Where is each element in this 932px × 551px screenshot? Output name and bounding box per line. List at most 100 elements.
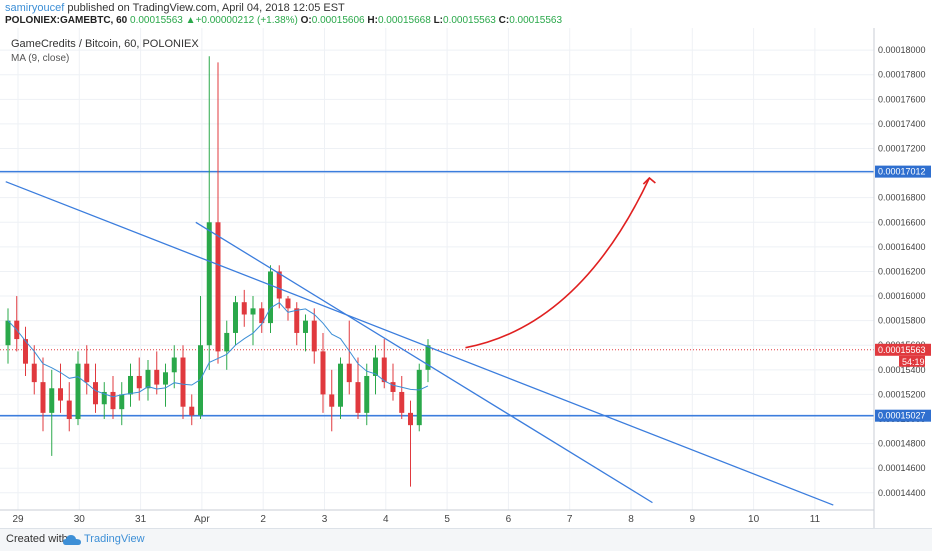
candle-body	[408, 412, 413, 426]
time-tick-label: 6	[506, 514, 512, 525]
ohlc-line: POLONIEX:GAMEBTC, 60 0.00015563 ▲+0.0000…	[5, 15, 562, 26]
arrowhead-icon	[642, 176, 656, 185]
candle-body	[250, 308, 256, 315]
candle-body	[101, 391, 107, 405]
candle-body	[145, 369, 151, 389]
candle-body	[40, 382, 46, 413]
candle-body	[224, 332, 230, 352]
price-tick-label: 0.00017400	[878, 119, 926, 129]
legend-title: GameCredits / Bitcoin, 60, POLONIEX	[11, 38, 199, 50]
price-tick-label: 0.00017600	[878, 94, 926, 104]
price-tick-label: 0.00016600	[878, 217, 926, 227]
up-triangle-icon: ▲	[185, 15, 196, 26]
projection-arrow	[465, 177, 651, 349]
time-tick-label: 29	[12, 514, 24, 525]
low-value: 0.00015563	[443, 15, 496, 26]
open-value: 0.00015606	[311, 15, 365, 26]
last-price: 0.00015563	[130, 15, 183, 26]
candle-body	[311, 320, 317, 352]
candle-body	[58, 388, 63, 401]
candle-body	[93, 382, 98, 405]
footer: Created with TradingView	[0, 528, 932, 551]
price-axis[interactable]: 0.00018000 0.00017800 0.00017600 0.00017400…	[878, 45, 926, 498]
trend-line	[5, 181, 834, 506]
candle-body	[215, 222, 221, 352]
ma-line	[7, 302, 429, 398]
candle-body	[346, 363, 352, 383]
time-tick-label: 30	[74, 514, 86, 525]
candle-body	[373, 357, 378, 376]
price-tick-label: 0.00016400	[878, 242, 926, 252]
candle-body	[241, 302, 247, 315]
candle-body	[171, 357, 177, 373]
price-tick-label: 0.00016800	[878, 193, 926, 203]
time-tick-label: 2	[260, 514, 266, 525]
candle-body	[233, 302, 238, 333]
candle-body	[399, 391, 405, 413]
level-tag	[875, 409, 931, 422]
candle-body	[180, 357, 186, 407]
created-with-label: Created with	[6, 533, 68, 545]
candle-body	[303, 320, 308, 333]
candle-body	[285, 298, 291, 309]
time-tick-label: 5	[444, 514, 450, 525]
time-tick-label: 11	[810, 514, 821, 525]
price-tick-label: 0.00014400	[878, 488, 926, 498]
last-price-tag-label: 0.00015563	[878, 345, 926, 355]
candle-body	[110, 391, 116, 410]
candle-body	[268, 271, 273, 324]
level-tag-label: 0.00015027	[878, 411, 926, 421]
price-tick-label: 0.00014600	[878, 463, 926, 473]
candle-body	[425, 345, 431, 370]
candle-body	[31, 363, 37, 383]
candle-body	[75, 363, 81, 420]
publish-line: samiryoucef published on TradingView.com…	[5, 2, 345, 14]
price-tags: 0.00017012 0.00015027 0.00015563 54:19	[875, 165, 931, 422]
candle-body	[189, 406, 195, 416]
high-label: H:	[367, 15, 378, 26]
candle-body	[136, 375, 142, 389]
author-link[interactable]: samiryoucef	[5, 2, 65, 14]
close-label: C:	[498, 15, 510, 26]
plot-area	[0, 28, 874, 510]
candle-body	[23, 339, 28, 364]
time-tick-label: 4	[383, 514, 389, 525]
time-tick-label: 9	[690, 514, 696, 525]
price-tick-label: 0.00015800	[878, 316, 926, 326]
price-tick-label: 0.00015200	[878, 389, 926, 399]
price-tick-label: 0.00018000	[878, 45, 926, 55]
time-tick-label: Apr	[194, 514, 210, 525]
time-tick-label: 31	[135, 514, 147, 525]
candle-body	[416, 369, 422, 426]
tradingview-link[interactable]: TradingView	[84, 533, 145, 545]
time-tick-label: 3	[322, 514, 328, 525]
candle-body	[206, 222, 212, 346]
candle-body	[381, 357, 387, 383]
candle-body	[294, 308, 300, 333]
price-chart[interactable]: 0.00018000 0.00017800 0.00017600 0.00017400…	[0, 28, 932, 528]
time-tick-label: 8	[628, 514, 634, 525]
candle-body	[329, 394, 335, 407]
candle-body	[338, 363, 343, 407]
trend-lines	[5, 181, 834, 506]
candle-body	[364, 375, 370, 413]
price-tick-label: 0.00016200	[878, 266, 926, 276]
high-value: 0.00015668	[377, 15, 431, 26]
time-axis[interactable]: 29 30 31 Apr 2 3 4 5 6 7 8 9 10 11	[12, 514, 820, 525]
open-label: O:	[300, 15, 312, 26]
low-label: L:	[433, 15, 444, 26]
symbol-label: POLONIEX:GAMEBTC, 60	[5, 15, 128, 26]
horizontal-lines	[0, 170, 874, 417]
candle-body	[119, 394, 125, 410]
candle-body	[355, 382, 361, 413]
countdown-label: 54:19	[902, 357, 925, 367]
candle-body	[276, 271, 282, 299]
candle-body	[84, 363, 90, 383]
legend-indicator: MA (9, close)	[11, 53, 69, 64]
chart-header: samiryoucef published on TradingView.com…	[0, 0, 932, 28]
candle-body	[128, 375, 133, 395]
trend-line	[195, 221, 653, 504]
time-tick-label: 10	[748, 514, 760, 525]
candle-body	[5, 320, 11, 346]
close-value: 0.00015563	[509, 15, 563, 26]
